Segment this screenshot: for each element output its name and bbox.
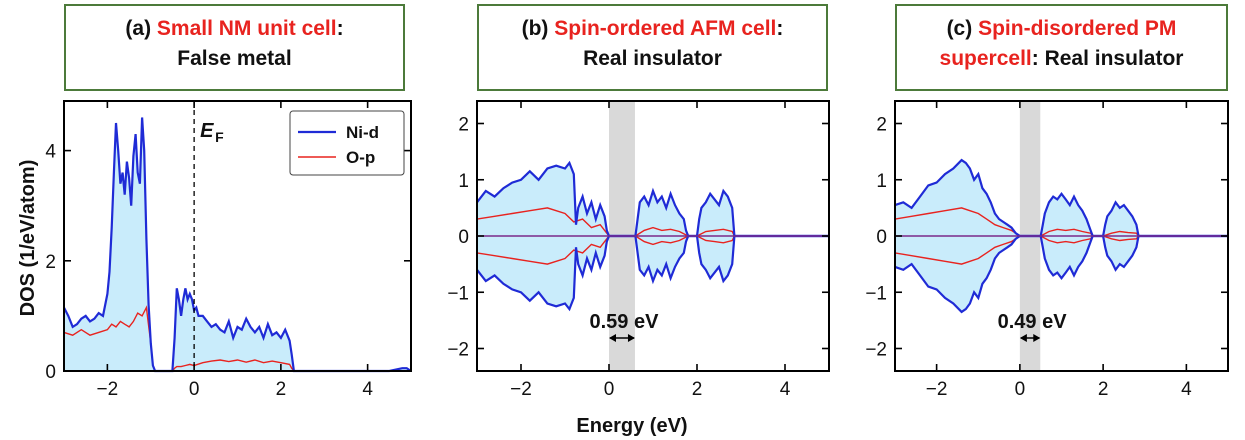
panel-c-nid-line-up xyxy=(894,158,1228,238)
panel-a-op-line-up xyxy=(63,305,411,372)
panel-a-legend xyxy=(289,110,405,176)
panel-c-label: (c) xyxy=(946,17,973,40)
panel-b-ytick-label: −1 xyxy=(447,283,469,304)
panel-a-xtick-label: 0 xyxy=(189,379,200,400)
panel-b-title: (b) Spin-ordered AFM cell: Real insulato… xyxy=(477,4,828,91)
panel-c-nid-fill-down xyxy=(895,236,1228,312)
panel-a-legend-label: Ni-d xyxy=(346,123,379,142)
panel-b-ytick-label: 1 xyxy=(458,171,469,192)
panel-b-nid-line-up xyxy=(476,160,829,238)
panel-c-ytick-label: −1 xyxy=(865,283,887,304)
panel-c-gap-arrowhead-right xyxy=(1033,334,1041,342)
panel-b-op-line-up xyxy=(476,207,829,237)
panel-a-xtick-label: 4 xyxy=(362,379,373,400)
panel-a-xtick-label: −2 xyxy=(97,379,119,400)
panel-c-title-red: Spin-disordered PM xyxy=(978,17,1177,40)
panel-b-subtitle: Real insulator xyxy=(583,47,722,70)
panel-a-subtitle: False metal xyxy=(177,47,292,70)
panel-b-ytick-label: −2 xyxy=(447,340,469,361)
panel-c-xtick-label: 2 xyxy=(1098,379,1109,400)
panel-a-label: (a) xyxy=(125,17,152,40)
panel-a-ytick-label: 0 xyxy=(45,362,56,383)
panel-a-xtick-label: 2 xyxy=(276,379,287,400)
panel-b-xtick-label: 0 xyxy=(604,379,615,400)
panel-b-gap-label: 0.59 eV xyxy=(590,311,660,333)
panel-c-xtick-label: 4 xyxy=(1181,379,1192,400)
panel-c-nid-line-down xyxy=(894,234,1228,314)
panel-b-ytick-label: 0 xyxy=(458,227,469,248)
panel-a-ytick-label: 4 xyxy=(45,142,56,163)
panel-b-gap-arrowhead-left xyxy=(609,334,616,342)
panel-c-title: (c) Spin-disordered PM supercell: Real i… xyxy=(895,4,1228,91)
panel-b-xtick-label: −2 xyxy=(510,379,532,400)
panel-a-fermi-label-sub: F xyxy=(215,129,224,145)
panel-b-nid-fill-down xyxy=(477,236,829,310)
panel-c-xtick-label: 0 xyxy=(1015,379,1026,400)
y-axis-label: DOS (1/eV/atom) xyxy=(17,160,39,317)
panel-b-label: (b) xyxy=(521,17,549,40)
panel-b-nid-line-down xyxy=(476,234,829,312)
panel-a-title-red: Small NM unit cell xyxy=(156,17,337,40)
panel-a-ytick-label: 2 xyxy=(45,252,56,273)
panel-b-op-line-down xyxy=(476,235,829,265)
panel-a-legend-label: O-p xyxy=(346,148,375,167)
panel-c-op-line-down xyxy=(894,235,1228,265)
panel-b-gap-arrowhead-right xyxy=(627,334,635,342)
panel-b-xtick-label: 2 xyxy=(692,379,703,400)
panel-b-title-red: Spin-ordered AFM cell xyxy=(554,17,777,40)
panel-c-subtitle: : Real insulator xyxy=(1031,47,1184,70)
panel-b-ytick-label: 2 xyxy=(458,115,469,136)
x-axis-label: Energy (eV) xyxy=(576,415,687,437)
panel-a-frame xyxy=(63,100,412,372)
panel-a-fermi-label: E xyxy=(200,120,214,142)
panel-a-nid-line-up xyxy=(63,117,412,373)
panel-c-ytick-label: 2 xyxy=(876,115,887,136)
panel-c-ytick-label: 1 xyxy=(876,171,887,192)
panel-c-op-line-up xyxy=(894,207,1228,237)
panel-b-xtick-label: 4 xyxy=(780,379,791,400)
panel-c-xtick-label: −2 xyxy=(926,379,948,400)
panel-c-gap-label: 0.49 eV xyxy=(998,311,1068,333)
panel-b-nid-fill-up xyxy=(477,162,829,236)
panel-c-nid-fill-up xyxy=(895,160,1228,236)
panel-c-ytick-label: 0 xyxy=(876,227,887,248)
panel-a-nid-fill-up xyxy=(64,117,411,371)
panel-a-title: (a) Small NM unit cell: False metal xyxy=(64,4,405,91)
panel-c-ytick-label: −2 xyxy=(865,340,887,361)
panel-c-gap-arrowhead-left xyxy=(1019,334,1027,342)
panel-c-title-red-2: supercell xyxy=(939,47,1032,70)
